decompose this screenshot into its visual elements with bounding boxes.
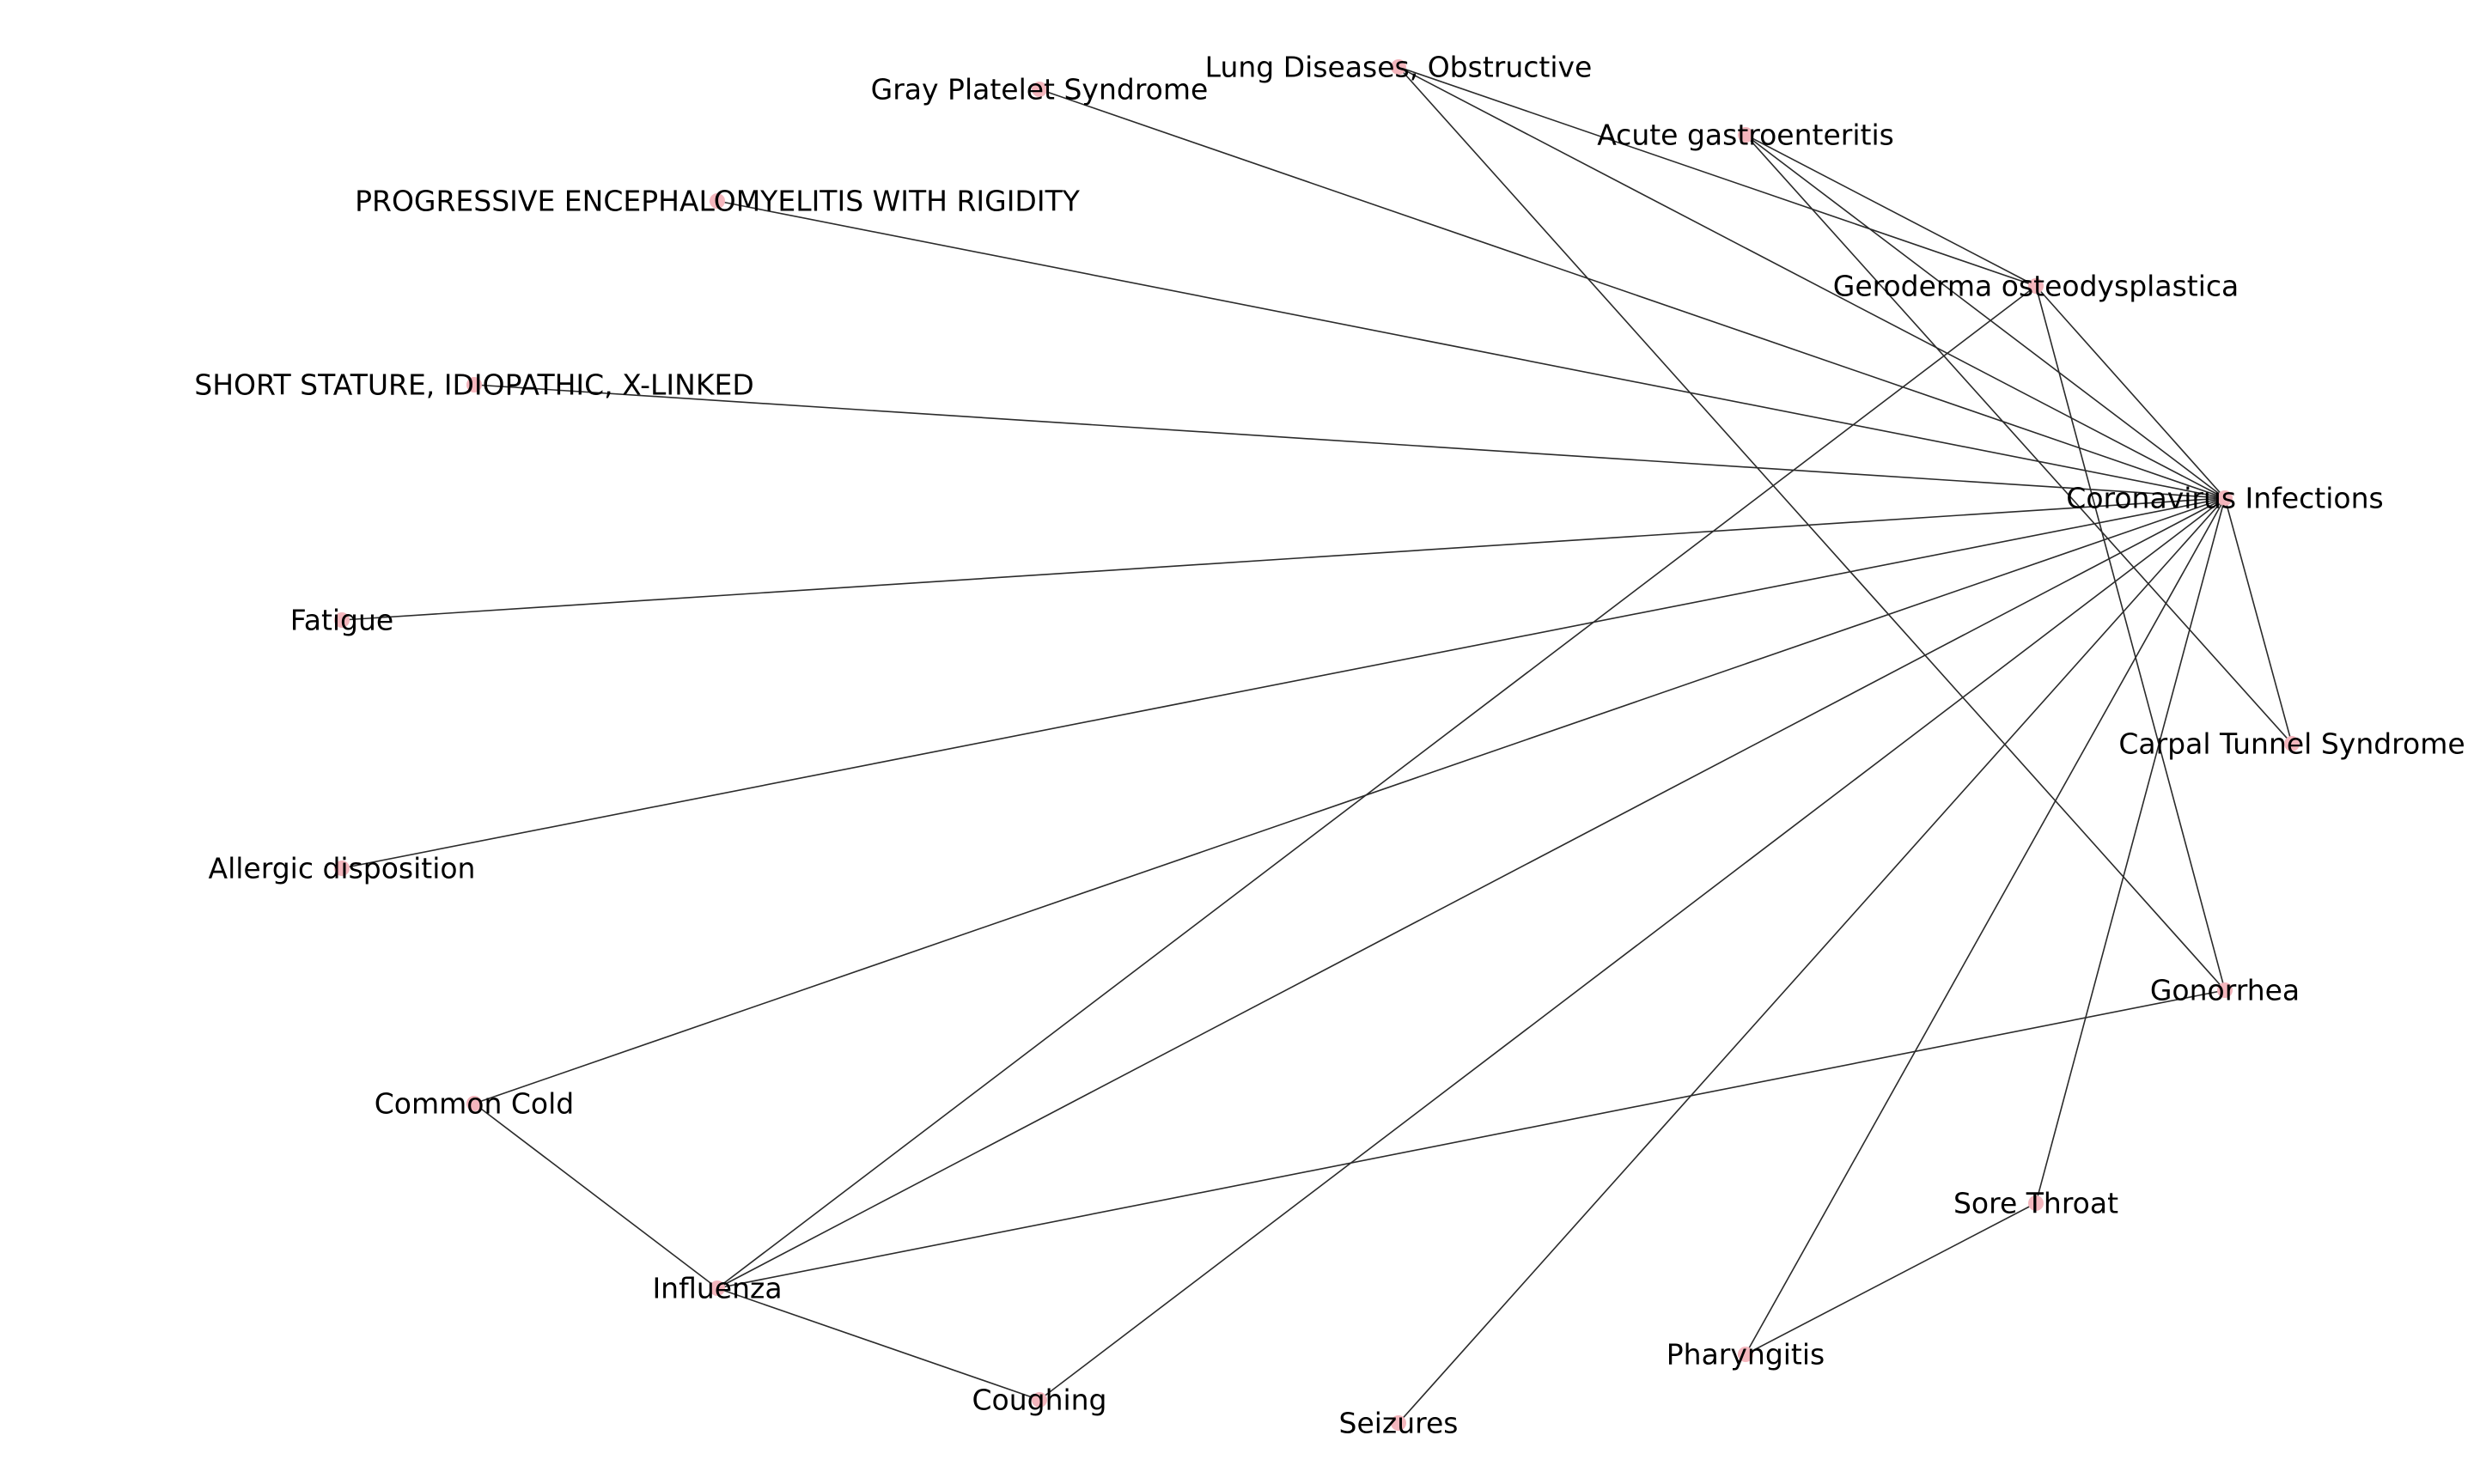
node-lung [1391, 59, 1406, 75]
node-influenza [710, 1280, 725, 1296]
node-label-cold: Common Cold [375, 1087, 574, 1121]
edge-cold-influenza [473, 1103, 718, 1289]
node-label-lung: Lung Diseases, Obstructive [1205, 51, 1593, 84]
node-label-seizures: Seizures [1339, 1407, 1459, 1440]
node-label-gray: Gray Platelet Syndrome [871, 73, 1209, 106]
edge-coughing-coronavirus [1039, 497, 2226, 1401]
edge-allergic-coronavirus [341, 497, 2226, 869]
node-gonorrhea [2217, 982, 2233, 998]
node-allergic [334, 861, 350, 876]
edge-geroderma-gonorrhea [2035, 285, 2226, 991]
edge-seizures-coronavirus [1398, 497, 2226, 1424]
edge-cold-coronavirus [473, 497, 2226, 1104]
edge-lung-gonorrhea [1398, 66, 2226, 991]
edge-influenza-coughing [716, 1287, 1040, 1401]
edge-influenza-coronavirus [716, 497, 2226, 1289]
edge-influenza-gonorrhea [716, 989, 2226, 1289]
node-gray [1032, 82, 1047, 97]
edge-fatigue-coronavirus [341, 497, 2226, 621]
node-cold [466, 1096, 482, 1111]
edge-sore-coronavirus [2035, 497, 2226, 1204]
node-label-sore: Sore Throat [1953, 1187, 2118, 1220]
node-label-coughing: Coughing [972, 1384, 1106, 1417]
edge-acute-coronavirus [1745, 134, 2226, 499]
node-label-fatigue: Fatigue [290, 604, 393, 637]
edge-lung-geroderma [1398, 66, 2037, 287]
node-geroderma [2028, 278, 2044, 294]
node-label-gonorrhea: Gonorrhea [2150, 974, 2300, 1007]
edge-lung-coronavirus [1398, 66, 2226, 499]
edge-gray-coronavirus [1039, 88, 2226, 499]
labels-layer: Coronavirus Infections Lung Diseases, Obs… [194, 51, 2465, 1440]
edge-pharyngitis-coronavirus [1745, 497, 2226, 1355]
node-sore [2028, 1195, 2044, 1211]
node-label-coronavirus: Coronavirus Infections [2066, 482, 2383, 515]
edges-layer [341, 66, 2293, 1424]
node-fatigue [334, 612, 350, 628]
node-short [466, 377, 482, 392]
node-label-pharyngitis: Pharyngitis [1667, 1338, 1825, 1371]
edge-sore-pharyngitis [1745, 1202, 2037, 1355]
nodes-layer [334, 59, 2300, 1431]
node-label-progressive: PROGRESSIVE ENCEPHALOMYELITIS WITH RIGID… [355, 185, 1081, 218]
edge-geroderma-influenza [716, 285, 2037, 1289]
edge-short-coronavirus [473, 384, 2226, 499]
node-label-influenza: Influenza [652, 1272, 782, 1305]
node-coughing [1032, 1392, 1047, 1408]
node-label-short: SHORT STATURE, IDIOPATHIC, X-LINKED [194, 368, 754, 402]
edge-progressive-coronavirus [716, 200, 2226, 499]
node-acute [1738, 127, 1753, 143]
node-carpal [2284, 736, 2300, 751]
node-label-allergic: Allergic disposition [209, 852, 476, 885]
node-label-carpal: Carpal Tunnel Syndrome [2118, 727, 2465, 761]
node-pharyngitis [1738, 1347, 1753, 1362]
node-label-geroderma: Geroderma osteodysplastica [1833, 270, 2239, 303]
edge-carpal-coronavirus [2224, 497, 2293, 745]
node-progressive [710, 193, 725, 209]
node-label-acute: Acute gastroenteritis [1597, 119, 1894, 152]
edge-geroderma-coronavirus [2035, 285, 2226, 499]
edge-acute-geroderma [1745, 134, 2037, 287]
node-coronavirus [2217, 490, 2233, 506]
edge-acute-carpal [1745, 134, 2293, 745]
node-seizures [1391, 1415, 1406, 1431]
